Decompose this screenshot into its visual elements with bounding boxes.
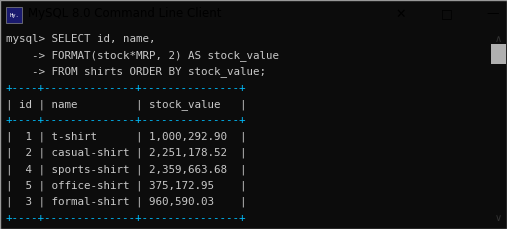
Text: -> FROM shirts ORDER BY stock_value;: -> FROM shirts ORDER BY stock_value; xyxy=(6,67,266,77)
Text: +----+--------------+---------------+: +----+--------------+---------------+ xyxy=(6,213,246,223)
FancyBboxPatch shape xyxy=(491,44,506,64)
Text: |  2 | casual-shirt | 2,251,178.52  |: | 2 | casual-shirt | 2,251,178.52 | xyxy=(6,148,246,158)
Text: |  3 | formal-shirt | 960,590.03    |: | 3 | formal-shirt | 960,590.03 | xyxy=(6,196,246,207)
Text: Hy.: Hy. xyxy=(9,13,19,17)
Text: ∧: ∧ xyxy=(495,34,502,44)
Text: MySQL 8.0 Command Line Client: MySQL 8.0 Command Line Client xyxy=(28,8,222,21)
Text: —: — xyxy=(487,8,499,21)
Text: ∨: ∨ xyxy=(495,213,502,223)
Text: mysql> SELECT id, name,: mysql> SELECT id, name, xyxy=(6,34,155,44)
Text: +----+--------------+---------------+: +----+--------------+---------------+ xyxy=(6,115,246,125)
Text: |  5 | office-shirt | 375,172.95    |: | 5 | office-shirt | 375,172.95 | xyxy=(6,180,246,191)
Text: | id | name         | stock_value   |: | id | name | stock_value | xyxy=(6,99,246,110)
Text: -> FORMAT(stock*MRP, 2) AS stock_value: -> FORMAT(stock*MRP, 2) AS stock_value xyxy=(6,50,279,61)
Text: |  1 | t-shirt      | 1,000,292.90  |: | 1 | t-shirt | 1,000,292.90 | xyxy=(6,131,246,142)
Text: |  4 | sports-shirt | 2,359,663.68  |: | 4 | sports-shirt | 2,359,663.68 | xyxy=(6,164,246,174)
Text: ✕: ✕ xyxy=(396,8,406,21)
Text: □: □ xyxy=(441,8,453,21)
Text: +----+--------------+---------------+: +----+--------------+---------------+ xyxy=(6,83,246,93)
FancyBboxPatch shape xyxy=(6,7,22,23)
